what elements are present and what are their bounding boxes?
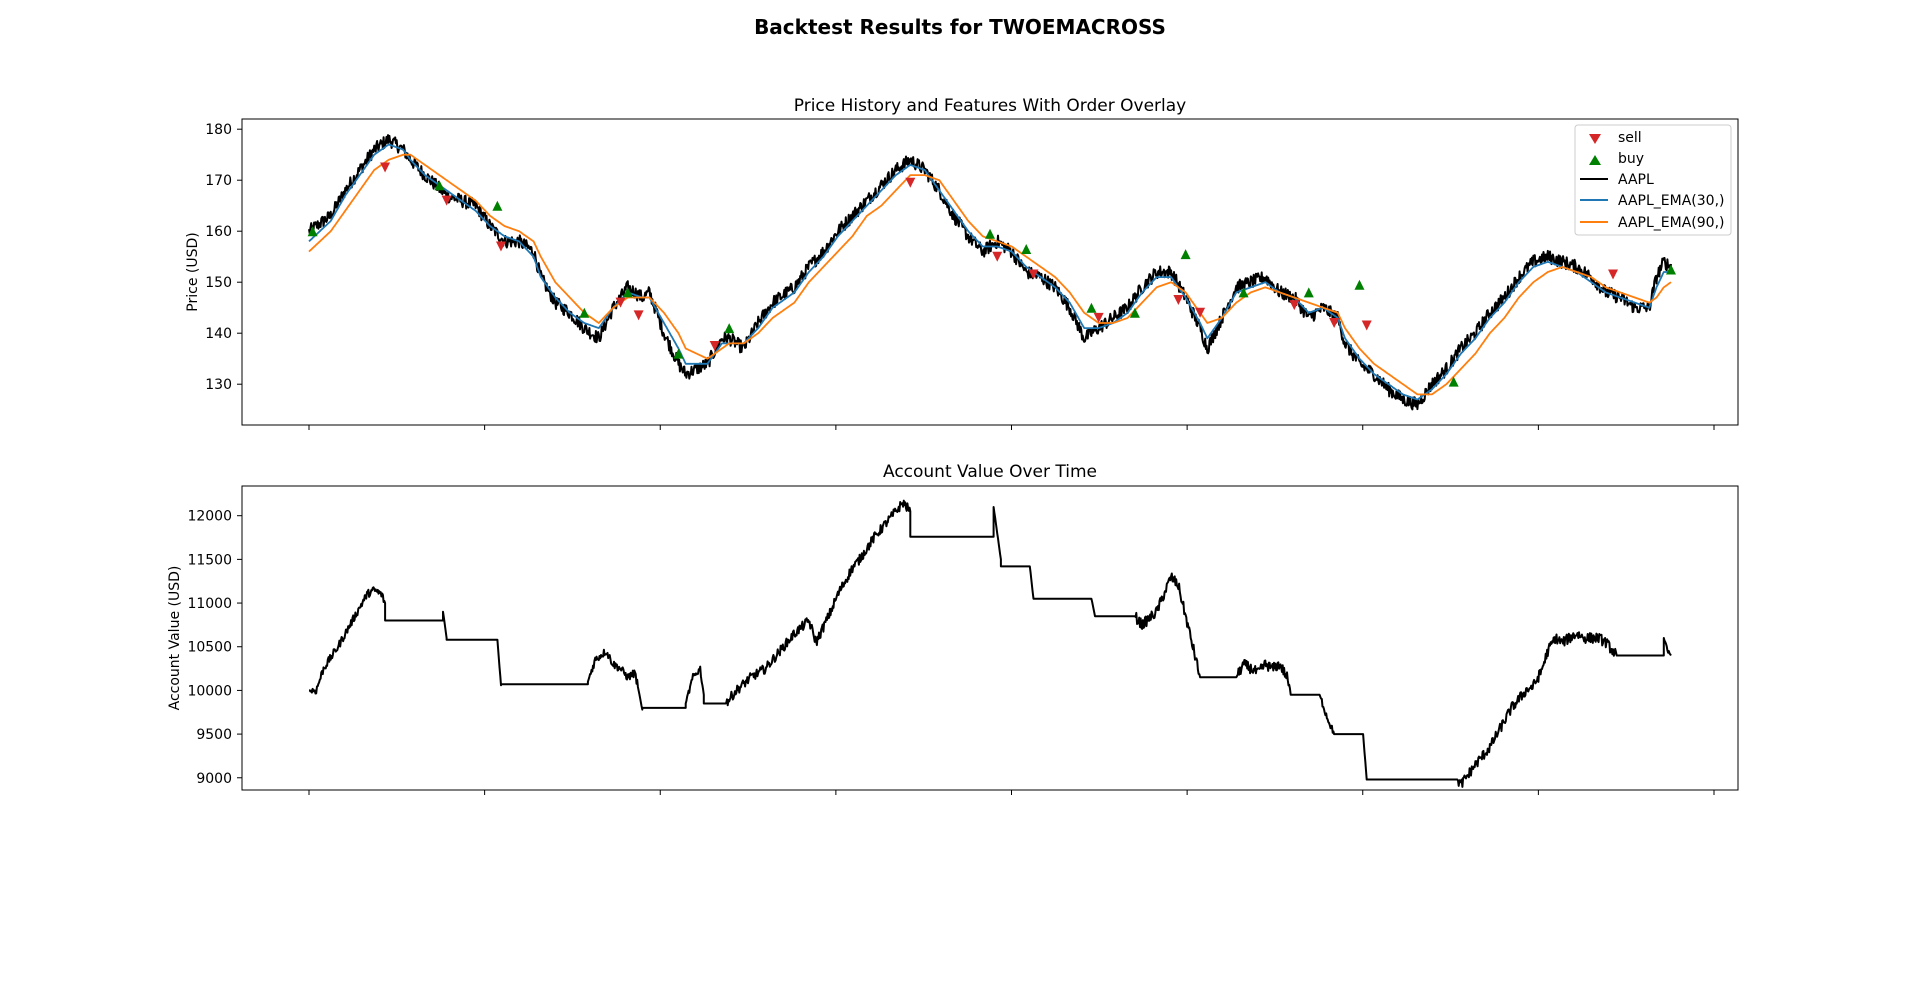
price-y-axis: 130 140 150 160 170 180 — [205, 122, 242, 393]
buy-order-marker — [622, 287, 633, 298]
buy-order-marker — [673, 348, 684, 359]
buy-order-marker — [1666, 264, 1676, 275]
sell-order-marker — [1329, 318, 1340, 328]
buy-order-marker — [434, 180, 445, 191]
sell-order-marker — [1173, 295, 1184, 306]
ema90-line — [308, 153, 1672, 396]
legend-buy-marker — [1589, 155, 1601, 165]
legend-buy-label: buy — [1618, 151, 1644, 167]
account-ytick-label: 10000 — [187, 683, 232, 699]
legend-sell-label: sell — [1618, 130, 1642, 146]
price-chart-panel: Price History and Features With Order Ov… — [185, 96, 1739, 430]
sell-order-marker — [1608, 269, 1619, 280]
legend-ema30-label: AAPL_EMA(30,) — [1618, 193, 1724, 209]
account-chart-panel: Account Value Over Time Account Value (U… — [167, 462, 1739, 795]
legend-ema90-label: AAPL_EMA(90,) — [1618, 215, 1724, 231]
sell-order-marker — [1289, 300, 1300, 311]
price-ytick-label: 140 — [205, 326, 232, 342]
sell-order-marker — [495, 241, 506, 252]
account-ytick-label: 12000 — [187, 509, 232, 525]
buy-order-marker — [1021, 244, 1032, 255]
account-ytick-label: 11000 — [187, 596, 232, 612]
account-y-axis: 9000 9500 10000 10500 11000 11500 12000 — [187, 509, 242, 787]
account-ytick-label: 9500 — [196, 727, 232, 743]
sell-order-marker — [380, 162, 391, 173]
account-ytick-label: 11500 — [187, 552, 232, 568]
ema30-line — [308, 143, 1672, 401]
account-value-line — [308, 499, 1672, 788]
buy-order-marker — [1180, 249, 1191, 260]
buy-order-marker — [1129, 307, 1140, 318]
account-ytick-label: 10500 — [187, 640, 232, 656]
price-plot-frame — [241, 118, 1739, 426]
price-ytick-label: 160 — [205, 224, 232, 240]
account-chart-ylabel: Account Value (USD) — [167, 566, 183, 711]
sell-order-marker — [1028, 269, 1039, 280]
buy-order-marker — [492, 200, 503, 211]
account-plot-area — [308, 499, 1672, 788]
buy-order-marker — [985, 228, 995, 239]
sell-order-marker — [615, 297, 626, 308]
price-ytick-label: 170 — [205, 173, 232, 189]
sell-order-marker — [992, 251, 1003, 262]
price-ytick-label: 180 — [205, 122, 232, 138]
price-chart-title: Price History and Features With Order Ov… — [794, 96, 1186, 116]
sell-order-marker — [1361, 320, 1372, 331]
sell-order-marker — [709, 340, 720, 351]
sell-order-marker — [633, 310, 644, 321]
price-x-axis — [308, 425, 1715, 430]
price-plot-area — [307, 134, 1676, 411]
buy-order-marker — [1238, 287, 1249, 298]
buy-order-marker — [307, 226, 318, 237]
buy-order-marker — [579, 307, 590, 318]
buy-order-marker — [1303, 287, 1314, 298]
buy-order-marker — [1354, 279, 1365, 290]
sell-order-marker — [441, 195, 452, 206]
account-ytick-label: 9000 — [196, 771, 232, 787]
buy-order-marker — [724, 323, 735, 334]
price-ytick-label: 130 — [205, 377, 232, 393]
sell-order-marker — [1093, 312, 1104, 323]
price-legend: sell buy AAPL AAPL_EMA(30,) AAPL_EMA(90,… — [1574, 124, 1732, 236]
account-x-axis — [308, 790, 1715, 795]
account-plot-frame — [241, 485, 1739, 791]
sell-order-marker — [1195, 307, 1206, 318]
price-ytick-label: 150 — [205, 275, 232, 291]
sell-order-marker — [905, 177, 916, 188]
legend-sell-marker — [1589, 134, 1601, 144]
account-chart-title: Account Value Over Time — [883, 462, 1097, 482]
buy-order-marker — [1086, 302, 1097, 313]
price-chart-ylabel: Price (USD) — [185, 232, 201, 311]
legend-aapl-label: AAPL — [1618, 172, 1654, 188]
buy-order-marker — [1448, 376, 1459, 387]
legend-box — [1574, 124, 1732, 236]
figure-title: Backtest Results for TWOEMACROSS — [754, 15, 1166, 39]
